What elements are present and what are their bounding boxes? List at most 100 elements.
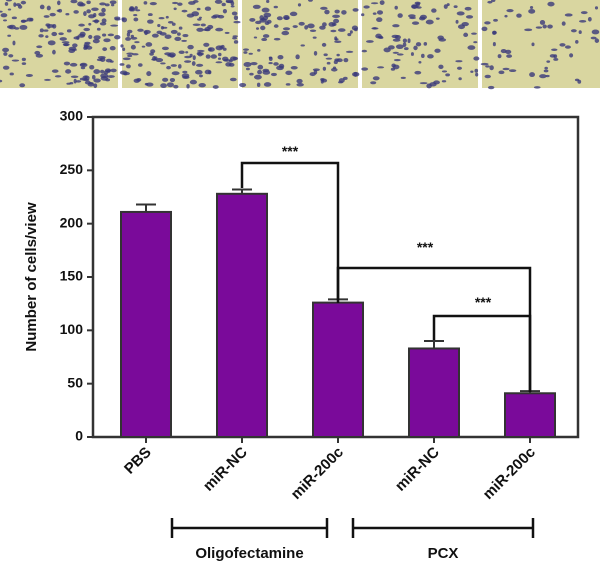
cell bbox=[12, 40, 16, 46]
cell bbox=[143, 29, 151, 34]
cell bbox=[445, 73, 450, 77]
cell bbox=[345, 50, 354, 53]
cell bbox=[196, 49, 205, 53]
cell bbox=[413, 45, 418, 51]
cell bbox=[232, 35, 238, 38]
cell bbox=[222, 9, 227, 14]
cell bbox=[363, 5, 370, 9]
cell bbox=[338, 28, 346, 32]
cell bbox=[261, 7, 270, 13]
y-tick-label: 200 bbox=[60, 214, 84, 230]
cell bbox=[170, 29, 178, 34]
cell bbox=[456, 66, 462, 70]
cell bbox=[441, 80, 447, 83]
cell bbox=[181, 73, 190, 79]
cell bbox=[166, 65, 171, 70]
cell bbox=[59, 37, 67, 41]
cell bbox=[109, 60, 114, 63]
cell bbox=[312, 68, 320, 72]
cell bbox=[371, 27, 379, 30]
cell bbox=[341, 10, 347, 15]
cell bbox=[285, 83, 291, 86]
cell bbox=[170, 64, 177, 67]
cell bbox=[289, 11, 298, 17]
cell bbox=[539, 20, 546, 25]
cell bbox=[212, 14, 221, 18]
cell bbox=[383, 47, 391, 53]
cell bbox=[160, 83, 167, 89]
cell bbox=[189, 79, 197, 85]
cell bbox=[418, 60, 422, 64]
cell bbox=[82, 78, 90, 82]
cell bbox=[58, 32, 64, 36]
cell bbox=[410, 52, 414, 56]
cell bbox=[296, 78, 303, 84]
cell bbox=[147, 13, 153, 17]
cell bbox=[26, 17, 33, 22]
cell bbox=[261, 37, 268, 42]
cell bbox=[351, 25, 359, 31]
cell bbox=[21, 62, 27, 65]
cell bbox=[99, 22, 107, 26]
cell bbox=[147, 19, 154, 24]
cell bbox=[45, 35, 49, 38]
cell bbox=[20, 0, 27, 5]
cell bbox=[79, 63, 86, 66]
cell bbox=[427, 54, 434, 59]
cell bbox=[43, 15, 50, 18]
cell bbox=[372, 76, 380, 81]
cell bbox=[574, 78, 580, 82]
cell bbox=[273, 37, 281, 41]
cell bbox=[73, 78, 77, 84]
cell bbox=[182, 70, 188, 74]
cell bbox=[474, 68, 479, 73]
cell bbox=[268, 62, 273, 65]
cell bbox=[101, 18, 107, 24]
cell bbox=[456, 11, 465, 16]
cell bbox=[473, 56, 480, 61]
cell bbox=[547, 1, 555, 7]
cell bbox=[425, 19, 434, 25]
cell bbox=[481, 26, 488, 32]
cell bbox=[164, 34, 172, 39]
cell bbox=[366, 40, 374, 43]
cell bbox=[260, 25, 266, 31]
cell bbox=[155, 57, 164, 63]
cell bbox=[230, 5, 235, 8]
cell bbox=[2, 47, 10, 53]
cell bbox=[343, 58, 349, 63]
cell bbox=[104, 3, 110, 7]
cell bbox=[559, 43, 566, 47]
cell bbox=[533, 86, 541, 89]
panel bbox=[122, 0, 238, 88]
cell bbox=[290, 65, 298, 70]
cell bbox=[256, 82, 261, 88]
cell bbox=[455, 19, 459, 24]
x-tick-label: miR-200c bbox=[288, 444, 347, 503]
cell bbox=[394, 5, 398, 10]
cell bbox=[547, 24, 553, 29]
cell bbox=[487, 0, 493, 4]
cell bbox=[575, 39, 579, 44]
cell bbox=[233, 15, 239, 21]
cell bbox=[524, 28, 533, 32]
cell bbox=[196, 63, 204, 67]
cell bbox=[66, 82, 71, 85]
cell bbox=[489, 65, 494, 71]
cell bbox=[276, 16, 283, 21]
cell bbox=[208, 70, 212, 75]
cell bbox=[15, 3, 21, 7]
cell bbox=[307, 23, 315, 29]
cell bbox=[47, 26, 51, 29]
cell bbox=[196, 7, 201, 11]
cell bbox=[266, 0, 270, 3]
cell bbox=[484, 21, 491, 25]
cell bbox=[212, 85, 219, 89]
cell bbox=[195, 69, 203, 75]
cell bbox=[334, 36, 338, 41]
cell bbox=[185, 51, 189, 54]
cell bbox=[214, 0, 223, 4]
cell bbox=[453, 5, 458, 9]
cell bbox=[392, 38, 401, 42]
cell bbox=[126, 32, 131, 37]
